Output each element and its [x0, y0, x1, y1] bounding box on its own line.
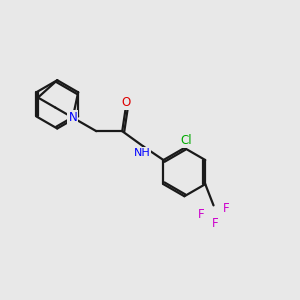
- Text: F: F: [223, 202, 229, 215]
- Text: Cl: Cl: [180, 134, 192, 147]
- Text: F: F: [198, 208, 205, 221]
- Text: N: N: [68, 111, 77, 124]
- Text: NH: NH: [134, 148, 150, 158]
- Text: O: O: [121, 96, 130, 109]
- Text: F: F: [212, 217, 219, 230]
